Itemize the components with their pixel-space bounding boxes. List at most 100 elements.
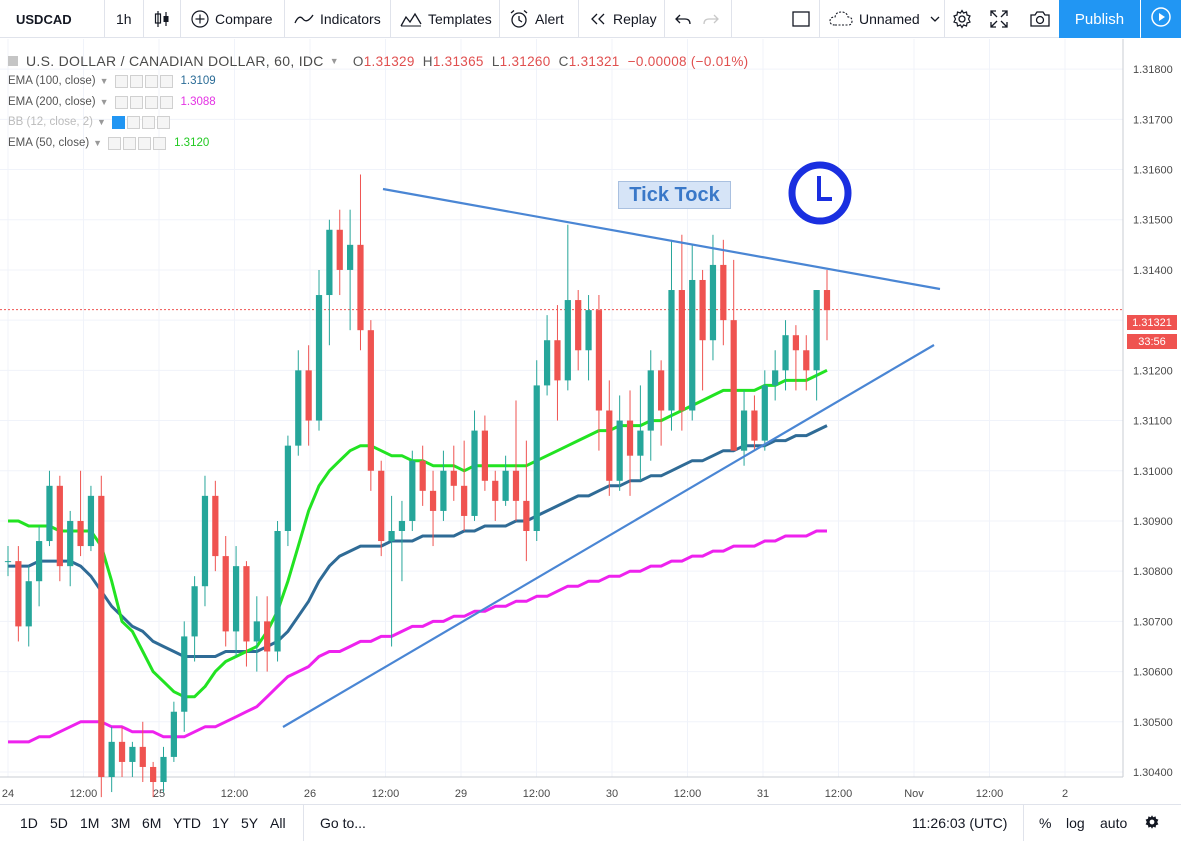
candle[interactable] — [626, 390, 634, 496]
candle[interactable] — [398, 500, 406, 582]
candle[interactable] — [243, 561, 250, 667]
candle[interactable] — [709, 234, 717, 361]
candle[interactable] — [740, 390, 748, 466]
candle[interactable] — [77, 470, 84, 557]
redo-button[interactable] — [703, 0, 725, 38]
candle[interactable] — [222, 536, 229, 647]
upper-trendline[interactable] — [382, 187, 941, 291]
price-chart[interactable]: 1.31800 1.31700 1.31600 1.31500 1.31400 1.313… — [0, 39, 1181, 804]
candle[interactable] — [637, 385, 644, 481]
close-icon[interactable] — [159, 74, 173, 88]
candle[interactable] — [160, 746, 167, 793]
candle[interactable] — [512, 400, 520, 521]
candle[interactable] — [585, 295, 592, 381]
chevron-down-icon[interactable]: ▼ — [329, 56, 339, 66]
more-icon[interactable] — [144, 74, 158, 88]
candle[interactable] — [689, 244, 696, 421]
range-1d[interactable]: 1D — [20, 805, 38, 841]
candle[interactable] — [461, 440, 468, 531]
lower-trendline[interactable] — [282, 344, 935, 728]
candle[interactable] — [575, 290, 582, 371]
candle[interactable] — [191, 576, 198, 662]
candle[interactable] — [606, 380, 613, 496]
candle[interactable] — [357, 174, 364, 351]
layout-name-dropdown[interactable]: Unnamed — [829, 0, 946, 38]
candle[interactable] — [118, 726, 126, 777]
range-1y[interactable]: 1Y — [212, 805, 229, 841]
range-ytd[interactable]: YTD — [173, 805, 201, 841]
indicator-row-ema100[interactable]: EMA (100, close) ▼ 1.3109 — [8, 72, 216, 90]
candle[interactable] — [46, 470, 53, 547]
candle[interactable] — [201, 475, 209, 607]
indicator-row-bb[interactable]: BB (12, close, 2) ▼ — [8, 113, 178, 131]
percent-toggle[interactable]: % — [1039, 805, 1051, 841]
replay-button[interactable]: Replay — [589, 0, 657, 38]
candle[interactable] — [378, 460, 385, 557]
ema100-line[interactable] — [8, 424, 828, 658]
candle[interactable] — [15, 546, 22, 642]
candle[interactable] — [720, 239, 727, 346]
candle[interactable] — [139, 721, 146, 783]
more-icon[interactable] — [144, 95, 158, 109]
candle[interactable] — [4, 546, 12, 577]
candle[interactable] — [232, 546, 240, 657]
candle[interactable] — [533, 360, 540, 542]
chart-style-button[interactable] — [154, 0, 176, 38]
candle[interactable] — [129, 741, 136, 777]
log-toggle[interactable]: log — [1066, 805, 1085, 841]
candle[interactable] — [792, 325, 800, 391]
candle[interactable] — [803, 335, 810, 391]
auto-toggle[interactable]: auto — [1100, 805, 1127, 841]
indicator-row-ema200[interactable]: EMA (200, close) ▼ 1.3088 — [8, 93, 216, 111]
candle[interactable] — [253, 596, 260, 672]
candle[interactable] — [409, 450, 416, 531]
range-6m[interactable]: 6M — [142, 805, 161, 841]
ema200-line[interactable] — [8, 529, 827, 744]
candle[interactable] — [274, 520, 281, 662]
candle[interactable] — [440, 450, 447, 521]
gear-icon[interactable] — [129, 74, 143, 88]
gear-icon[interactable] — [129, 95, 143, 109]
settings-button[interactable] — [952, 0, 978, 38]
close-icon[interactable] — [159, 95, 173, 109]
candle[interactable] — [264, 596, 271, 672]
snapshot-button[interactable] — [1029, 0, 1057, 38]
fullscreen-layout-button[interactable] — [792, 0, 816, 38]
candle[interactable] — [492, 470, 499, 521]
eye-icon[interactable] — [114, 95, 128, 109]
gear-icon[interactable] — [126, 115, 140, 129]
gear-icon[interactable] — [123, 136, 137, 150]
candle[interactable] — [429, 470, 437, 547]
candle[interactable] — [523, 440, 530, 562]
candle[interactable] — [699, 269, 706, 391]
candle[interactable] — [181, 621, 188, 732]
play-button[interactable] — [1141, 0, 1181, 38]
publish-button[interactable]: Publish — [1059, 0, 1140, 38]
candle[interactable] — [67, 510, 74, 587]
candle[interactable] — [813, 290, 820, 401]
indicator-row-ema50[interactable]: EMA (50, close) ▼ 1.3120 — [8, 134, 209, 152]
candle[interactable] — [367, 320, 374, 491]
eye-icon[interactable] — [108, 136, 122, 150]
candle[interactable] — [25, 566, 32, 647]
candle[interactable] — [295, 350, 302, 456]
candle[interactable] — [668, 239, 675, 431]
eye-icon[interactable] — [114, 74, 128, 88]
range-1m[interactable]: 1M — [80, 805, 99, 841]
candle[interactable] — [782, 320, 789, 391]
candle[interactable] — [98, 475, 105, 798]
candle[interactable] — [212, 480, 219, 572]
candle[interactable] — [678, 234, 685, 431]
close-icon[interactable] — [153, 136, 167, 150]
interval-button[interactable]: 1h — [116, 0, 132, 38]
more-icon[interactable] — [141, 115, 155, 129]
candle[interactable] — [87, 485, 95, 552]
candle[interactable] — [481, 415, 488, 491]
candle[interactable] — [595, 295, 603, 451]
compare-button[interactable]: Compare — [191, 0, 273, 38]
candle[interactable] — [564, 224, 571, 391]
candle[interactable] — [326, 219, 333, 346]
fullscreen-button[interactable] — [990, 0, 1014, 38]
timezone-clock[interactable]: 11:26:03 (UTC) — [912, 805, 1007, 841]
candle[interactable] — [56, 475, 63, 582]
